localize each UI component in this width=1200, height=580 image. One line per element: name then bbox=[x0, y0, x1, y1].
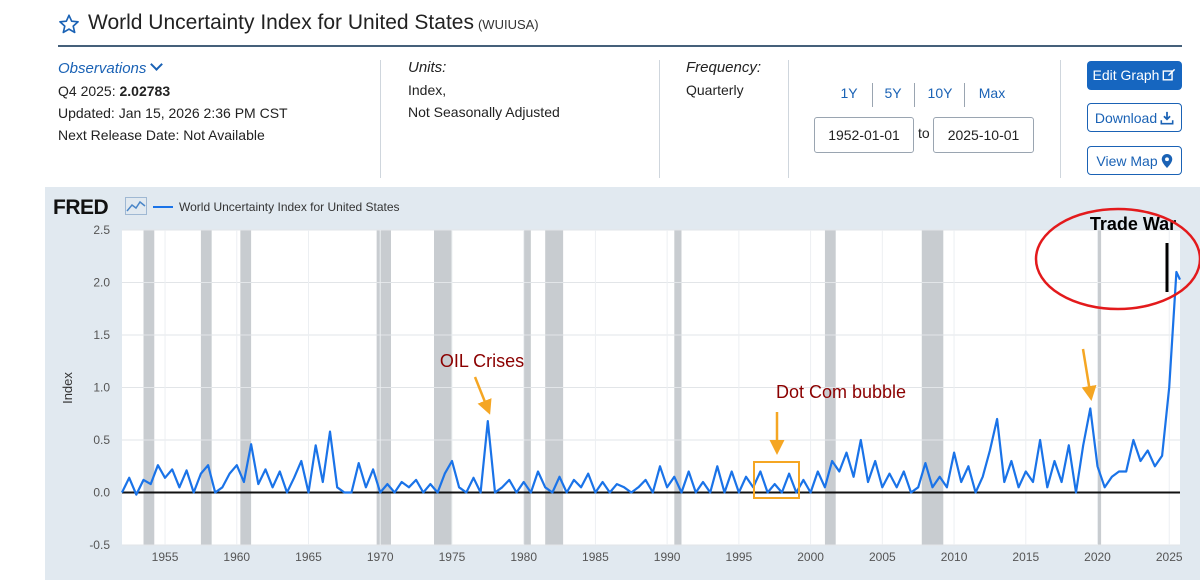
fred-chart-icon bbox=[125, 197, 147, 215]
y-tick-label: 1.5 bbox=[93, 328, 110, 342]
range-button-max[interactable]: Max bbox=[978, 85, 1006, 101]
fred-logo: FRED bbox=[53, 196, 109, 219]
series-line bbox=[121, 270, 1181, 496]
x-tick-label: 2010 bbox=[941, 550, 968, 564]
annotation-arrow bbox=[1081, 348, 1097, 401]
column-divider bbox=[788, 60, 789, 178]
x-tick-label: 1960 bbox=[223, 550, 250, 564]
x-tick-label: 1970 bbox=[367, 550, 394, 564]
units-line1: Index, bbox=[408, 82, 447, 98]
end-date-input[interactable]: 2025-10-01 bbox=[933, 117, 1034, 153]
favorite-star-icon[interactable] bbox=[58, 13, 80, 35]
download-button[interactable]: Download bbox=[1087, 103, 1182, 132]
range-divider bbox=[964, 83, 965, 107]
view-map-button[interactable]: View Map bbox=[1087, 146, 1182, 175]
start-date-input[interactable]: 1952-01-01 bbox=[814, 117, 914, 153]
latest-value: 2.02783 bbox=[119, 83, 171, 99]
y-tick-label: 2.5 bbox=[93, 223, 110, 237]
annotation-dot-com: Dot Com bubble bbox=[776, 382, 906, 402]
annotation-circle bbox=[1034, 207, 1200, 311]
date-range-to-label: to bbox=[918, 125, 930, 141]
units-label: Units: bbox=[408, 59, 447, 76]
map-pin-icon bbox=[1161, 154, 1172, 168]
y-axis-label: Index bbox=[60, 372, 75, 404]
y-tick-label: 0.5 bbox=[93, 433, 110, 447]
legend-swatch bbox=[153, 206, 173, 208]
column-divider bbox=[380, 60, 381, 178]
observations-link[interactable]: Observations bbox=[58, 60, 147, 77]
x-tick-label: 1965 bbox=[295, 550, 322, 564]
x-tick-label: 2025 bbox=[1156, 550, 1183, 564]
updated-text: Updated: Jan 15, 2026 2:36 PM CST bbox=[58, 105, 288, 121]
range-button-5y[interactable]: 5Y bbox=[884, 85, 902, 101]
x-tick-label: 2015 bbox=[1012, 550, 1039, 564]
frequency-label: Frequency: bbox=[686, 59, 762, 76]
annotation-arrow bbox=[473, 376, 492, 415]
units-panel: Units: Index, Not Seasonally Adjusted bbox=[408, 57, 560, 123]
download-icon bbox=[1160, 111, 1174, 125]
observations-panel: Observations Q4 2025: 2.02783 Updated: J… bbox=[58, 57, 288, 146]
x-tick-label: 1990 bbox=[654, 550, 681, 564]
x-tick-label: 2000 bbox=[797, 550, 824, 564]
x-tick-label: 1975 bbox=[439, 550, 466, 564]
view-map-label: View Map bbox=[1096, 153, 1158, 169]
frequency-value: Quarterly bbox=[686, 82, 744, 98]
latest-label: Q4 2025: bbox=[58, 83, 116, 99]
x-tick-label: 1955 bbox=[152, 550, 179, 564]
edit-icon bbox=[1163, 68, 1176, 81]
column-divider bbox=[659, 60, 660, 178]
x-tick-label: 1995 bbox=[726, 550, 753, 564]
edit-graph-button[interactable]: Edit Graph bbox=[1087, 61, 1182, 90]
range-divider bbox=[914, 83, 915, 107]
column-divider bbox=[1060, 60, 1061, 178]
x-tick-label: 1980 bbox=[510, 550, 537, 564]
y-tick-label: 0.0 bbox=[93, 486, 110, 500]
series-id: (WUIUSA) bbox=[477, 17, 539, 32]
frequency-panel: Frequency: Quarterly bbox=[686, 57, 761, 101]
range-button-1y[interactable]: 1Y bbox=[840, 85, 858, 101]
page-title: World Uncertainty Index for United State… bbox=[88, 11, 539, 35]
annotation-oil-crises: OIL Crises bbox=[440, 351, 524, 371]
range-divider bbox=[872, 83, 873, 107]
edit-graph-label: Edit Graph bbox=[1092, 67, 1160, 83]
annotation-highlight-box bbox=[753, 461, 800, 499]
units-line2: Not Seasonally Adjusted bbox=[408, 104, 560, 120]
x-tick-label: 2020 bbox=[1084, 550, 1111, 564]
legend-entry: World Uncertainty Index for United State… bbox=[179, 200, 400, 214]
annotation-trade-war: Trade War bbox=[1090, 214, 1176, 234]
x-tick-label: 1985 bbox=[582, 550, 609, 564]
range-button-10y[interactable]: 10Y bbox=[927, 85, 953, 101]
download-label: Download bbox=[1094, 110, 1158, 126]
observations-dropdown[interactable]: Observations bbox=[58, 57, 288, 80]
next-release-text: Next Release Date: Not Available bbox=[58, 127, 265, 143]
y-tick-label: 2.0 bbox=[93, 276, 110, 290]
header-divider bbox=[58, 45, 1182, 47]
x-tick-label: 2005 bbox=[869, 550, 896, 564]
latest-observation: Q4 2025: 2.02783 bbox=[58, 80, 288, 102]
y-tick-label: -0.5 bbox=[89, 538, 110, 552]
y-tick-label: 1.0 bbox=[93, 381, 110, 395]
series-title: World Uncertainty Index for United State… bbox=[88, 11, 474, 34]
